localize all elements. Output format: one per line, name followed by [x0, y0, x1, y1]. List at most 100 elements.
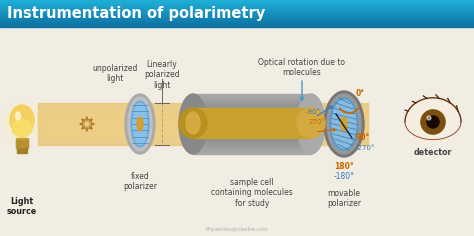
Ellipse shape [324, 91, 364, 157]
Bar [0, 3, 474, 4]
Bar [193, 143, 311, 144]
Ellipse shape [133, 103, 147, 145]
Ellipse shape [297, 108, 325, 138]
Bar [0, 5, 474, 7]
Text: 90°: 90° [356, 134, 370, 143]
Bar [193, 103, 311, 104]
Bar [193, 95, 311, 96]
Bar [193, 153, 311, 154]
Ellipse shape [332, 100, 356, 148]
Bar [193, 134, 311, 135]
Text: -90°: -90° [306, 109, 321, 115]
Bar [0, 26, 474, 27]
Bar [16, 138, 28, 148]
Bar [193, 137, 311, 138]
Bar [0, 20, 474, 22]
Text: Linearly
polarized
light: Linearly polarized light [144, 60, 180, 90]
Bar [193, 129, 311, 130]
Bar [193, 102, 311, 103]
Bar [193, 150, 311, 151]
Text: -270°: -270° [356, 145, 375, 151]
Text: Instrumentation of polarimetry: Instrumentation of polarimetry [7, 6, 265, 21]
Bar [193, 116, 311, 117]
Bar [193, 152, 311, 153]
Bar [193, 98, 311, 99]
Bar [193, 117, 311, 118]
Bar [0, 17, 474, 19]
Bar [0, 15, 474, 16]
Bar [38, 111, 368, 137]
Bar [193, 106, 311, 107]
Bar [0, 12, 474, 13]
Bar [193, 121, 311, 122]
Text: fixed
polarizer: fixed polarizer [123, 172, 157, 191]
Bar [193, 140, 311, 141]
Bar [193, 151, 311, 152]
Bar [193, 122, 311, 123]
Bar [193, 96, 311, 97]
Bar [193, 138, 311, 139]
Ellipse shape [131, 101, 149, 147]
Bar [193, 125, 311, 126]
Bar [193, 133, 311, 134]
Ellipse shape [10, 105, 34, 135]
Bar [193, 115, 311, 116]
Bar [0, 24, 474, 26]
Bar [0, 1, 474, 3]
Ellipse shape [330, 98, 358, 150]
Bar [193, 126, 311, 127]
Bar [0, 22, 474, 23]
Bar [193, 105, 311, 106]
Bar [0, 9, 474, 11]
Bar [193, 135, 311, 136]
Bar [193, 146, 311, 147]
Bar [193, 119, 311, 120]
Bar [193, 97, 311, 98]
Text: unpolarized
light: unpolarized light [92, 63, 137, 83]
Bar [193, 130, 311, 131]
Ellipse shape [128, 97, 152, 151]
Bar [193, 148, 311, 149]
Ellipse shape [6, 108, 38, 136]
Text: Priyamstudycentre.com: Priyamstudycentre.com [206, 227, 268, 232]
Bar [193, 123, 311, 124]
Bar [38, 103, 368, 145]
Bar [193, 124, 311, 125]
Bar [193, 127, 311, 128]
Bar [193, 139, 311, 140]
Ellipse shape [12, 119, 32, 137]
Bar [16, 140, 28, 142]
Ellipse shape [327, 94, 361, 154]
Ellipse shape [0, 102, 44, 142]
Ellipse shape [427, 116, 431, 120]
Bar [0, 19, 474, 20]
Bar [193, 113, 311, 114]
Ellipse shape [179, 94, 207, 154]
Bar [193, 101, 311, 102]
Text: -180°: -180° [334, 172, 355, 181]
Bar [193, 108, 311, 138]
Text: movable
polarizer: movable polarizer [327, 189, 361, 208]
Bar [193, 107, 311, 108]
Text: Optical rotation due to
molecules: Optical rotation due to molecules [258, 58, 346, 77]
Text: 0°: 0° [356, 88, 365, 97]
Ellipse shape [297, 94, 325, 154]
Bar [0, 7, 474, 8]
Ellipse shape [405, 100, 461, 144]
Text: Light
source: Light source [7, 197, 37, 216]
Bar [193, 114, 311, 115]
Bar [193, 144, 311, 145]
Bar [193, 131, 311, 132]
Bar [193, 147, 311, 148]
Bar [16, 143, 28, 144]
Bar [193, 99, 311, 100]
Bar [0, 0, 474, 1]
Bar [193, 142, 311, 143]
Bar [193, 145, 311, 146]
Bar [193, 100, 311, 101]
Bar [193, 111, 311, 112]
Text: detector: detector [414, 148, 452, 157]
Ellipse shape [341, 117, 347, 131]
Bar [193, 120, 311, 121]
Ellipse shape [16, 112, 20, 120]
